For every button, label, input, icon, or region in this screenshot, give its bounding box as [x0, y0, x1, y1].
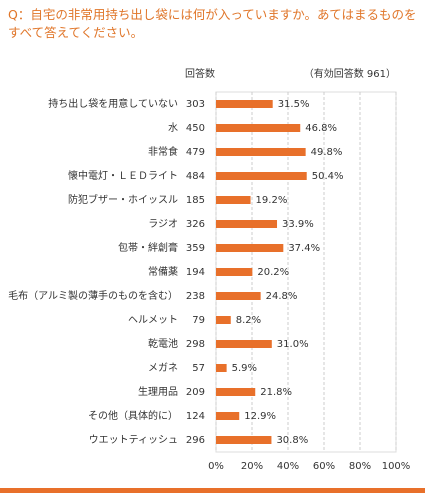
count-header: 回答数	[185, 67, 215, 80]
count-label: 185	[186, 195, 205, 206]
bar	[216, 412, 240, 420]
value-label: 19.2%	[256, 195, 288, 206]
value-label: 46.8%	[305, 123, 337, 134]
count-label: 124	[186, 411, 205, 422]
value-label: 12.9%	[244, 411, 276, 422]
value-label: 24.8%	[266, 291, 298, 302]
footer-line	[0, 488, 425, 493]
x-tick-label: 40%	[277, 461, 299, 472]
category-label: 持ち出し袋を用意していない	[48, 97, 178, 110]
bar	[216, 268, 253, 276]
bar	[216, 148, 306, 156]
bar	[216, 196, 251, 204]
category-label: 防犯ブザー・ホイッスル	[68, 193, 178, 206]
count-label: 484	[186, 171, 205, 182]
bar	[216, 292, 261, 300]
value-label: 50.4%	[312, 171, 344, 182]
count-label: 194	[186, 267, 205, 278]
category-label: 毛布（アルミ製の薄手のものを含む）	[8, 289, 178, 302]
chart-title: Q：自宅の非常用持ち出し袋には何が入っていますか。あてはまるものをすべて答えてく…	[8, 7, 417, 40]
x-tick-label: 100%	[382, 461, 411, 472]
category-label: 常備薬	[148, 265, 178, 278]
bar	[216, 124, 301, 132]
x-tick-label: 80%	[349, 461, 371, 472]
count-label: 57	[192, 363, 205, 374]
count-label: 450	[186, 123, 205, 134]
value-label: 33.9%	[282, 219, 314, 230]
category-label: ラジオ	[148, 218, 178, 230]
count-label: 296	[186, 435, 205, 446]
count-label: 298	[186, 339, 205, 350]
count-label: 209	[186, 387, 205, 398]
category-label: 水	[168, 122, 178, 134]
value-label: 37.4%	[288, 243, 320, 254]
x-tick-label: 20%	[241, 461, 263, 472]
category-label: 懐中電灯・ＬＥＤライト	[68, 169, 178, 182]
count-label: 326	[186, 219, 205, 230]
category-label: ヘルメット	[128, 315, 178, 326]
category-label: 乾電池	[148, 337, 178, 350]
value-label: 8.2%	[236, 315, 261, 326]
category-label: 生理用品	[138, 385, 178, 398]
sample-note: （有効回答数 961）	[304, 67, 396, 80]
value-label: 21.8%	[260, 387, 292, 398]
category-label: その他（具体的に）	[88, 409, 178, 422]
count-label: 303	[186, 99, 205, 110]
count-label: 359	[186, 243, 205, 254]
category-label: ウエットティッシュ	[89, 434, 178, 446]
value-label: 31.0%	[277, 339, 309, 350]
bar	[216, 172, 307, 180]
category-label: 包帯・絆創膏	[118, 241, 178, 254]
bar	[216, 340, 272, 348]
bar	[216, 388, 256, 396]
bar	[216, 436, 272, 444]
bar	[216, 364, 227, 372]
bar	[216, 220, 278, 228]
x-tick-label: 0%	[208, 461, 224, 472]
count-label: 79	[192, 315, 205, 326]
bar	[216, 100, 273, 108]
bar	[216, 316, 231, 324]
bar	[216, 244, 284, 252]
value-label: 30.8%	[276, 435, 308, 446]
count-label: 479	[186, 147, 205, 158]
count-label: 238	[186, 291, 205, 302]
value-label: 20.2%	[257, 267, 289, 278]
category-label: 非常食	[148, 145, 178, 158]
value-label: 49.8%	[311, 147, 343, 158]
value-label: 5.9%	[232, 363, 257, 374]
category-label: メガネ	[148, 362, 178, 374]
x-tick-label: 60%	[313, 461, 335, 472]
value-label: 31.5%	[278, 99, 310, 110]
